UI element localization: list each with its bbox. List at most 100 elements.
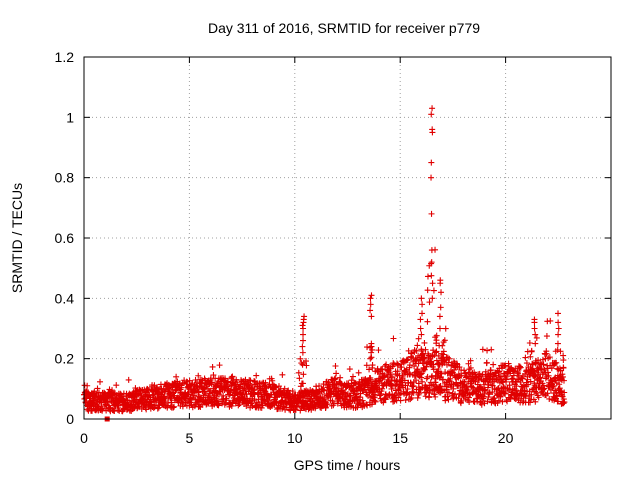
data-point (371, 385, 378, 392)
data-point (527, 399, 534, 406)
data-point (523, 360, 530, 367)
data-point (369, 364, 376, 371)
data-point (528, 347, 535, 354)
data-point (516, 363, 523, 370)
data-point (200, 385, 207, 392)
data-points (81, 105, 568, 422)
x-tick-label: 0 (80, 430, 88, 446)
data-point (527, 353, 534, 360)
data-point (421, 339, 428, 346)
data-point (301, 313, 308, 320)
data-point (367, 301, 374, 308)
data-point (408, 394, 415, 401)
data-point (223, 395, 230, 402)
data-point (171, 403, 178, 410)
data-point (299, 322, 306, 329)
data-point (439, 376, 446, 383)
data-point (404, 356, 411, 363)
data-point (554, 346, 561, 353)
data-point (559, 373, 566, 380)
data-point (299, 349, 306, 356)
data-point (340, 389, 347, 396)
data-point (219, 398, 226, 405)
data-point (517, 379, 524, 386)
data-point (224, 378, 231, 385)
data-point (531, 373, 538, 380)
data-point (426, 262, 433, 269)
data-point (550, 383, 557, 390)
data-point (353, 393, 360, 400)
data-point (533, 334, 540, 341)
data-point (248, 400, 255, 407)
data-point (435, 360, 442, 367)
data-point (488, 346, 495, 353)
data-point (300, 371, 307, 378)
data-point (170, 404, 177, 411)
data-point (559, 371, 566, 378)
grid-lines (84, 57, 611, 419)
data-point (370, 391, 377, 398)
data-point (332, 362, 339, 369)
y-tick-labels: 0 0.2 0.4 0.6 0.8 1 1.2 (55, 49, 75, 427)
data-point (398, 364, 405, 371)
data-point (383, 361, 390, 368)
data-point (418, 374, 425, 381)
data-point (228, 374, 235, 381)
data-point (154, 405, 161, 412)
x-tick-label: 20 (498, 430, 514, 446)
x-tick-labels: 0 5 10 15 20 (80, 430, 513, 446)
data-point (216, 362, 223, 369)
data-point (556, 381, 563, 388)
data-point (428, 174, 435, 181)
data-point (502, 390, 509, 397)
data-point (191, 392, 198, 399)
data-point (194, 399, 201, 406)
data-point (369, 346, 376, 353)
data-point (346, 366, 353, 373)
data-point (500, 378, 507, 385)
data-point (437, 277, 444, 284)
data-point (337, 374, 344, 381)
data-point (347, 393, 354, 400)
data-point (413, 356, 420, 363)
data-point (407, 379, 414, 386)
data-point (125, 376, 132, 383)
data-point (455, 383, 462, 390)
data-point (428, 259, 435, 266)
data-point (367, 307, 374, 314)
data-point (429, 105, 436, 112)
data-point (458, 397, 465, 404)
data-point (253, 372, 260, 379)
data-point (477, 398, 484, 405)
data-point (352, 380, 359, 387)
data-point (529, 361, 536, 368)
data-point (302, 358, 309, 365)
data-point (294, 403, 301, 410)
data-point (419, 352, 426, 359)
data-point (465, 360, 472, 367)
data-point (367, 295, 374, 302)
data-point (442, 325, 449, 332)
data-point (522, 354, 529, 361)
data-point (390, 335, 397, 342)
data-point (279, 371, 286, 378)
data-point (402, 397, 409, 404)
data-point (448, 362, 455, 369)
data-point (559, 393, 566, 400)
data-point (300, 331, 307, 338)
data-point (84, 382, 91, 389)
data-point (367, 376, 374, 383)
data-point (409, 388, 416, 395)
data-point (251, 378, 258, 385)
data-point (503, 376, 510, 383)
data-point (364, 402, 371, 409)
data-point (364, 344, 371, 351)
data-point (104, 399, 111, 406)
data-point (419, 301, 426, 308)
data-point (321, 387, 328, 394)
data-point (536, 364, 543, 371)
data-point (368, 313, 375, 320)
data-point (532, 331, 539, 338)
data-point (437, 370, 444, 377)
data-point (143, 406, 150, 413)
